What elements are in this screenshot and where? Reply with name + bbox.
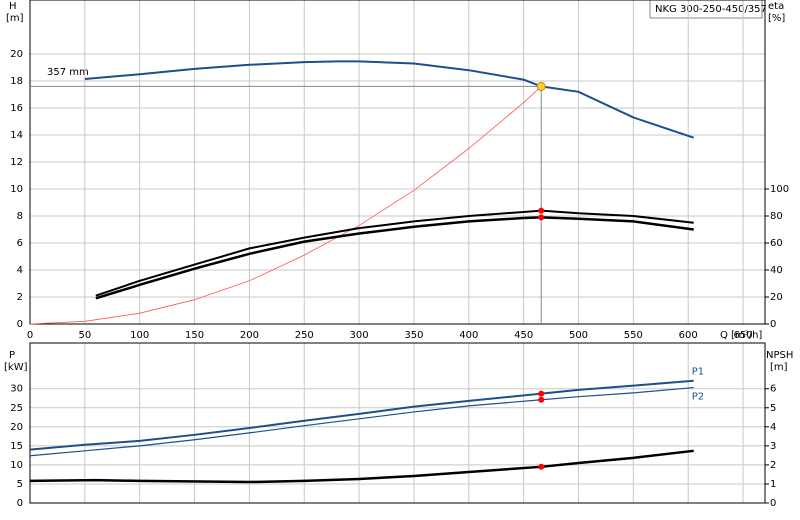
y2-tick-label: 20 <box>770 292 783 303</box>
y-tick-label: 20 <box>10 49 23 60</box>
operating-marker <box>538 390 545 397</box>
y-tick-label: 6 <box>17 238 23 249</box>
series-line <box>29 86 542 325</box>
y2-tick-label: 3 <box>770 441 776 452</box>
y-tick-label: 0 <box>17 319 23 330</box>
y-unit: [kW] <box>4 362 28 373</box>
series-line <box>29 449 694 484</box>
y-tick-label: 15 <box>10 441 23 452</box>
duty-point <box>536 81 546 91</box>
series-line <box>29 386 694 457</box>
operating-marker <box>538 207 545 214</box>
y-tick-label: 10 <box>10 184 23 195</box>
y-tick-label: 30 <box>10 384 23 395</box>
y2-tick-label: 5 <box>770 403 776 414</box>
x-tick-label: 500 <box>569 330 588 341</box>
x-tick-label: 350 <box>404 330 423 341</box>
y-tick-label: 20 <box>10 422 23 433</box>
y-tick-label: 25 <box>10 403 23 414</box>
series-label: P1 <box>692 367 704 378</box>
x-tick-label: 650 <box>734 330 753 341</box>
y2-tick-label: 100 <box>770 184 789 195</box>
series-line <box>84 60 695 139</box>
y-label: H <box>9 1 17 12</box>
operating-marker <box>538 214 545 221</box>
y2-unit: [%] <box>768 13 785 24</box>
y-tick-label: 8 <box>17 211 23 222</box>
y-tick-label: 14 <box>10 130 23 141</box>
x-tick-label: 50 <box>78 330 91 341</box>
y2-tick-label: 4 <box>770 422 776 433</box>
x-tick-label: 200 <box>240 330 259 341</box>
y2-unit: [m] <box>770 362 788 373</box>
x-tick-label: 400 <box>459 330 478 341</box>
y2-tick-label: 0 <box>770 498 776 509</box>
series-line <box>95 209 694 297</box>
y-tick-label: 5 <box>17 479 23 490</box>
y2-tick-label: 2 <box>770 460 776 471</box>
y-tick-label: 4 <box>17 265 23 276</box>
chart-title: NKG 300-250-450/357 <box>655 4 767 15</box>
y2-tick-label: 60 <box>770 238 783 249</box>
y2-tick-label: 80 <box>770 211 783 222</box>
series-line <box>95 216 694 300</box>
y2-tick-label: 40 <box>770 265 783 276</box>
y-unit: [m] <box>6 13 24 24</box>
y-tick-label: 2 <box>17 292 23 303</box>
x-tick-label: 250 <box>295 330 314 341</box>
x-label: Q [m³/h] <box>720 330 762 341</box>
y2-tick-label: 6 <box>770 384 776 395</box>
y-tick-label: 16 <box>10 103 23 114</box>
series-line <box>29 379 694 451</box>
operating-marker <box>538 396 545 403</box>
y-tick-label: 10 <box>10 460 23 471</box>
y-tick-label: 18 <box>10 76 23 87</box>
title-box <box>649 0 763 19</box>
y2-label: NPSH <box>766 350 793 361</box>
operating-marker <box>538 463 545 470</box>
series-label: P2 <box>692 392 704 403</box>
y2-tick-label: 0 <box>770 319 776 330</box>
y-tick-label: 12 <box>10 157 23 168</box>
y2-label: eta <box>768 1 784 12</box>
plot-frame <box>29 342 766 504</box>
x-tick-label: 550 <box>624 330 643 341</box>
x-tick-label: 100 <box>130 330 149 341</box>
x-tick-label: 450 <box>514 330 533 341</box>
y2-tick-label: 1 <box>770 479 776 490</box>
y-label: P <box>9 350 15 361</box>
x-tick-label: 150 <box>185 330 204 341</box>
plot-frame <box>29 0 766 325</box>
x-tick-label: 0 <box>27 330 33 341</box>
impeller-annotation: 357 mm <box>47 67 89 78</box>
x-tick-label: 300 <box>350 330 369 341</box>
y-tick-label: 0 <box>17 498 23 509</box>
x-tick-label: 600 <box>679 330 698 341</box>
